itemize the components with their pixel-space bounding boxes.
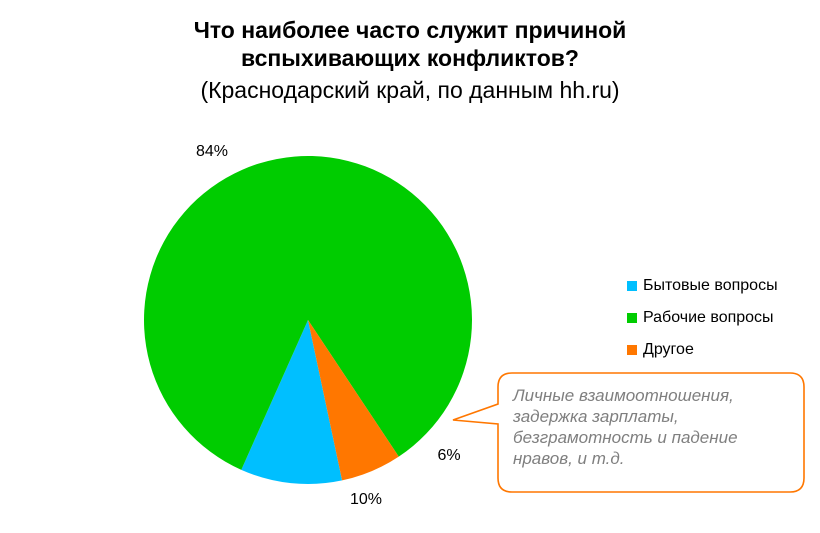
slice-label-other: 6% bbox=[437, 447, 460, 464]
legend-swatch-work bbox=[627, 313, 637, 323]
callout-bubble bbox=[452, 372, 805, 493]
legend-item-other: Другое bbox=[627, 341, 778, 359]
legend-swatch-other bbox=[627, 345, 637, 355]
chart-subtitle: (Краснодарский край, по данным hh.ru) bbox=[200, 77, 620, 103]
chart-title-line-1: Что наиболее часто служит причиной bbox=[193, 17, 627, 43]
legend-swatch-household bbox=[627, 281, 637, 291]
legend-label-work: Рабочие вопросы bbox=[643, 309, 774, 326]
legend-label-other: Другое bbox=[643, 341, 694, 358]
slice-work bbox=[144, 155, 473, 470]
slice-other bbox=[308, 320, 399, 481]
chart-title: Что наиболее часто служит причиной вспых… bbox=[0, 16, 820, 72]
slice-household bbox=[241, 320, 343, 484]
slice-label-household: 10% bbox=[350, 491, 382, 508]
legend-label-household: Бытовые вопросы bbox=[643, 277, 778, 294]
chart-title-line-2: вспыхивающих конфликтов? bbox=[241, 45, 579, 71]
legend: Бытовые вопросы Рабочие вопросы Другое bbox=[627, 277, 778, 373]
slice-label-work: 84% bbox=[196, 143, 228, 160]
legend-item-household: Бытовые вопросы bbox=[627, 277, 778, 295]
callout-text: Личные взаимоотношения, задержка зарплат… bbox=[513, 386, 738, 468]
legend-item-work: Рабочие вопросы bbox=[627, 309, 778, 327]
